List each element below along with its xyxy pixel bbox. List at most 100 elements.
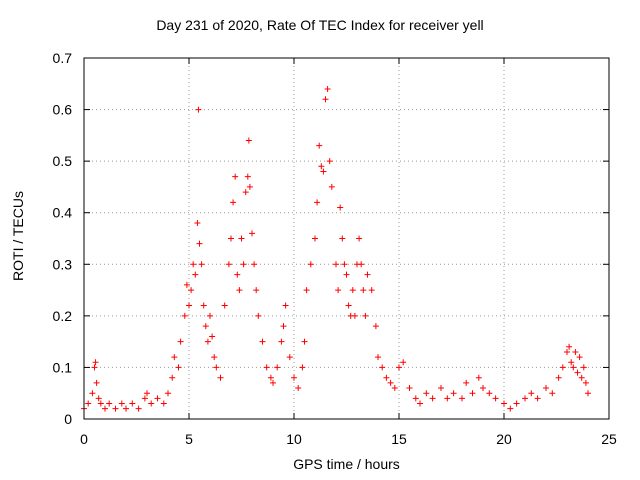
data-point — [240, 261, 247, 268]
axis-ticks: 0 5 10 15 20 25 0 0.1 0.2 0.3 0.4 0.5 0.6 0.7 — [53, 50, 617, 447]
data-point — [459, 395, 465, 402]
data-point — [112, 405, 119, 412]
data-point — [568, 359, 575, 366]
data-point — [183, 281, 190, 288]
data-point — [574, 369, 581, 376]
data-point — [450, 390, 457, 397]
data-point — [320, 168, 327, 175]
data-point — [232, 173, 239, 180]
data-point — [102, 405, 108, 412]
data-point — [211, 354, 218, 361]
data-point — [181, 312, 188, 319]
data-point — [190, 261, 197, 268]
data-point — [238, 235, 245, 242]
data-point — [341, 261, 348, 268]
data-point — [244, 173, 251, 180]
data-point — [177, 338, 184, 345]
data-point — [438, 385, 444, 392]
data-point — [375, 354, 381, 361]
data-point — [92, 359, 99, 366]
x-tick-label: 10 — [286, 431, 302, 447]
data-point — [221, 302, 228, 309]
data-point — [141, 395, 148, 402]
grid-lines — [84, 58, 609, 419]
x-axis-label: GPS time / hours — [293, 456, 400, 472]
data-point — [259, 338, 266, 345]
data-point — [129, 400, 136, 407]
data-point — [316, 142, 323, 149]
plot-frame — [83, 57, 610, 420]
data-point — [228, 235, 234, 242]
data-point — [230, 199, 237, 206]
data-point — [213, 364, 220, 371]
data-point — [196, 240, 203, 247]
data-point — [246, 183, 253, 190]
data-point — [200, 302, 207, 309]
data-point — [343, 271, 350, 278]
data-point — [251, 261, 258, 268]
data-points — [81, 85, 591, 412]
data-point — [280, 323, 287, 330]
data-point — [335, 287, 342, 294]
data-point — [358, 261, 365, 268]
data-point — [286, 354, 293, 361]
data-point — [295, 385, 302, 392]
data-point — [263, 364, 270, 371]
data-point — [245, 137, 252, 144]
data-point — [507, 405, 514, 412]
y-tick-label: 0.6 — [53, 102, 73, 118]
data-point — [118, 400, 125, 407]
data-point — [314, 199, 321, 206]
data-point — [171, 354, 178, 361]
data-point — [204, 338, 211, 345]
data-point — [362, 312, 369, 319]
data-point — [303, 287, 310, 294]
data-point — [412, 395, 419, 402]
y-tick-label: 0.4 — [53, 205, 73, 221]
data-point — [396, 364, 402, 371]
x-tick-label: 5 — [185, 431, 193, 447]
data-point — [513, 400, 520, 407]
data-point — [324, 85, 331, 92]
data-point — [89, 390, 96, 397]
data-point — [207, 312, 213, 319]
x-tick-label: 25 — [601, 431, 617, 447]
data-point — [444, 395, 451, 402]
data-point — [543, 385, 549, 392]
data-point — [165, 390, 171, 397]
data-point — [576, 354, 583, 361]
data-point — [337, 204, 344, 211]
data-point — [522, 395, 528, 402]
data-point — [555, 374, 562, 381]
data-point — [148, 400, 155, 407]
data-point — [559, 364, 566, 371]
data-point — [85, 400, 92, 407]
data-point — [475, 374, 482, 381]
data-point — [585, 390, 591, 397]
data-point — [144, 390, 150, 397]
data-point — [469, 390, 476, 397]
data-point — [364, 271, 371, 278]
data-point — [333, 261, 339, 268]
data-point — [534, 395, 541, 402]
data-point — [192, 271, 199, 278]
data-point — [249, 230, 255, 237]
data-point — [97, 400, 104, 407]
data-point — [322, 96, 329, 103]
data-point — [349, 287, 356, 294]
data-point — [339, 235, 346, 242]
data-point — [291, 374, 297, 381]
data-point — [278, 338, 285, 345]
data-point — [492, 395, 499, 402]
data-point — [429, 395, 436, 402]
data-point — [106, 400, 113, 407]
data-point — [270, 379, 276, 386]
data-point — [387, 379, 394, 386]
data-point — [95, 395, 102, 402]
data-point — [326, 158, 333, 165]
y-tick-label: 0.5 — [53, 153, 73, 169]
data-point — [253, 287, 260, 294]
x-tick-label: 15 — [391, 431, 407, 447]
data-point — [328, 183, 335, 190]
